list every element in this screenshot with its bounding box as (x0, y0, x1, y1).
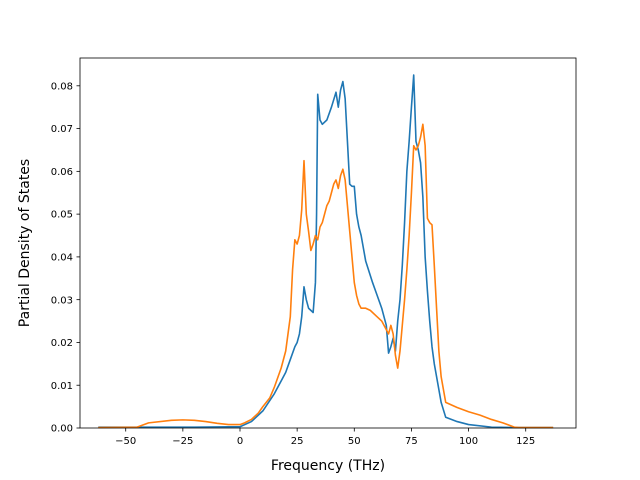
x-tick-label: 25 (291, 436, 304, 447)
series-layer (98, 74, 554, 429)
axes-frame (79, 57, 577, 429)
x-tick-label: −50 (115, 436, 136, 447)
y-tick-label: 0.00 (51, 424, 73, 435)
y-axis-label: Partial Density of States (17, 159, 33, 327)
x-tick-label: 50 (348, 436, 361, 447)
plot-area: −50 −25 0 25 50 75 100 125 0.00 0.01 0.02 0.03 0.04… (51, 57, 577, 447)
x-tick-label: 125 (516, 436, 535, 447)
y-tick-label: 0.07 (51, 124, 73, 135)
y-tick-label: 0.02 (51, 338, 73, 349)
y-tick-label: 0.04 (51, 253, 73, 264)
y-ticks: 0.00 0.01 0.02 0.03 0.04 0.05 0.06 0.07 0.08 (51, 81, 80, 435)
y-tick-label: 0.05 (51, 210, 73, 221)
y-tick-label: 0.01 (51, 381, 73, 392)
y-tick-label: 0.08 (51, 81, 73, 92)
axes-background (80, 58, 576, 428)
series-line-1 (98, 74, 554, 429)
x-tick-label: 75 (405, 436, 418, 447)
x-ticks: −50 −25 0 25 50 75 100 125 (115, 428, 535, 447)
x-tick-label: 0 (237, 436, 243, 447)
x-tick-label: −25 (172, 436, 193, 447)
x-axis-label: Frequency (THz) (271, 458, 385, 474)
x-tick-label: 100 (459, 436, 478, 447)
y-tick-label: 0.03 (51, 295, 73, 306)
y-tick-label: 0.06 (51, 167, 73, 178)
series-line-2 (98, 123, 554, 429)
